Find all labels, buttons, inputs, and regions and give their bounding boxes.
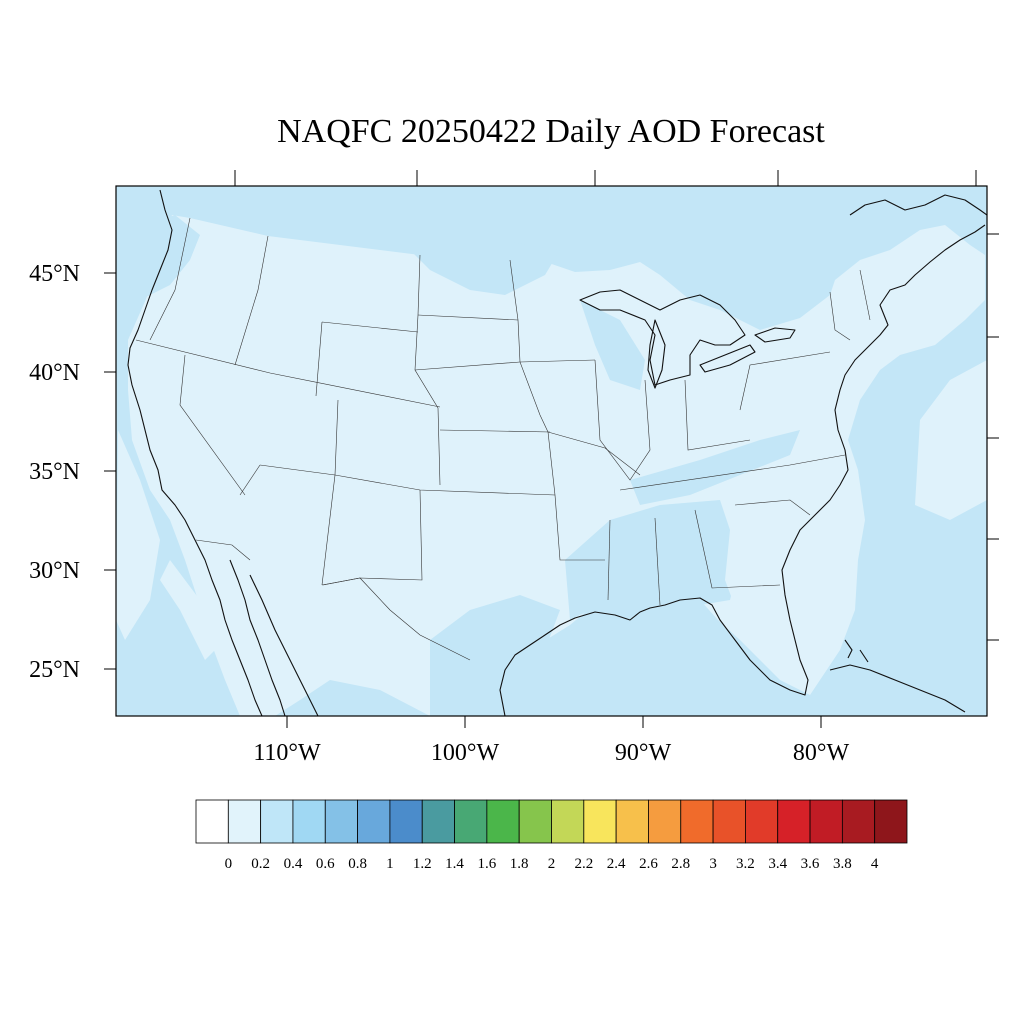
aod-patch-gulf-south xyxy=(565,500,740,620)
colorbar-swatch xyxy=(292,799,326,844)
lake-michigan-outline xyxy=(647,319,666,389)
colorbar-tick-label: 1.8 xyxy=(510,856,529,872)
colorbar-swatch xyxy=(583,799,617,844)
aod-patch-pacific-low xyxy=(116,430,160,640)
colorbar-swatch xyxy=(809,799,843,844)
great-lakes-outline xyxy=(579,289,746,386)
longitude-ticks xyxy=(286,716,822,728)
colorbar-tick-label: 2.2 xyxy=(574,856,593,872)
colorbar-tick-label: 1.4 xyxy=(445,856,464,872)
colorbar-tick-label: 1.2 xyxy=(413,856,432,872)
colorbar-swatch xyxy=(841,799,876,844)
colorbar-tick-label: 0.8 xyxy=(348,856,367,872)
colorbar-tick-label: 3.6 xyxy=(801,856,820,872)
colorbar-swatch xyxy=(486,799,520,844)
colorbar-swatch xyxy=(518,799,552,844)
gulf-coastline xyxy=(499,224,986,716)
lat-label-30n: 30°N xyxy=(29,558,80,584)
baja-coastline xyxy=(229,559,286,716)
colorbar-swatch xyxy=(874,799,908,844)
us-coastline xyxy=(127,189,263,716)
colorbar-swatch xyxy=(615,799,649,844)
aod-patch-tennessee-valley xyxy=(630,430,800,505)
colorbar-swatch xyxy=(777,799,811,844)
mexico-pacific-coastline xyxy=(249,574,319,716)
colorbar-swatch xyxy=(454,799,488,844)
colorbar-tick-label: 2.4 xyxy=(607,856,626,872)
bahamas-outline xyxy=(844,639,869,663)
lake-erie-outline xyxy=(699,344,756,373)
lon-label-110w: 110°W xyxy=(253,740,321,766)
colorbar-swatch xyxy=(324,799,358,844)
aod-patch-south-texas xyxy=(430,595,560,716)
colorbar-tick-label: 3 xyxy=(709,856,717,872)
lat-label-45n: 45°N xyxy=(29,261,80,287)
colorbar-tick-label: 0.2 xyxy=(251,856,270,872)
map-frame xyxy=(115,185,988,717)
colorbar-tick-label: 2.8 xyxy=(671,856,690,872)
colorbar-swatch xyxy=(227,799,262,844)
colorbar-swatch xyxy=(680,799,714,844)
aod-patch-great-lakes xyxy=(580,300,645,390)
colorbar-swatch xyxy=(389,799,423,844)
right-axis-ticks xyxy=(987,233,999,641)
colorbar-tick-label: 4 xyxy=(871,856,879,872)
colorbar-swatch xyxy=(551,799,585,844)
florida-keys-cuba-outline xyxy=(829,664,966,713)
colorbar-tick-label: 0.6 xyxy=(316,856,335,872)
lat-label-40n: 40°N xyxy=(29,360,80,386)
colorbar-tick-label: 0 xyxy=(225,856,233,872)
lon-label-90w: 90°W xyxy=(615,740,672,766)
colorbar-swatch xyxy=(195,799,229,844)
map-title: NAQFC 20250422 Daily AOD Forecast xyxy=(277,113,825,150)
state-borders xyxy=(135,217,871,661)
colorbar-swatch xyxy=(648,799,682,844)
canada-coastline xyxy=(849,194,987,216)
colorbar-swatch xyxy=(745,799,779,844)
lake-ontario-outline xyxy=(754,327,796,343)
aod-patch-baja xyxy=(160,560,215,660)
colorbar-tick-label: 3.4 xyxy=(768,856,787,872)
aod-patch-north-plains xyxy=(400,230,560,295)
colorbar-tick-label: 2 xyxy=(548,856,556,872)
colorbar-swatch xyxy=(260,799,294,844)
colorbar-tick-label: 3.2 xyxy=(736,856,755,872)
colorbar-swatch xyxy=(421,799,455,844)
lon-label-100w: 100°W xyxy=(431,740,500,766)
aod-patch-atlantic-low xyxy=(915,360,987,520)
colorbar-tick-label: 1 xyxy=(386,856,394,872)
colorbar-tick-label: 3.8 xyxy=(833,856,852,872)
colorbar: 0 0.2 0.4 0.6 0.8 1 1.2 1.4 1.6 1.8 2 2.2 2.4 2.6 2.8 3… xyxy=(195,799,908,872)
latitude-ticks xyxy=(104,272,116,670)
colorbar-tick-label: 0.4 xyxy=(284,856,303,872)
map-area xyxy=(116,186,987,716)
lon-label-80w: 80°W xyxy=(793,740,850,766)
colorbar-swatch xyxy=(712,799,746,844)
colorbar-tick-label: 2.6 xyxy=(639,856,658,872)
lat-label-25n: 25°N xyxy=(29,657,80,683)
aod-patch-florida-low xyxy=(725,530,800,680)
top-axis-ticks xyxy=(234,170,977,186)
colorbar-swatch xyxy=(357,799,391,844)
aod-patch-northwest xyxy=(125,215,200,300)
lat-label-35n: 35°N xyxy=(29,459,80,485)
colorbar-tick-label: 1.6 xyxy=(477,856,496,872)
